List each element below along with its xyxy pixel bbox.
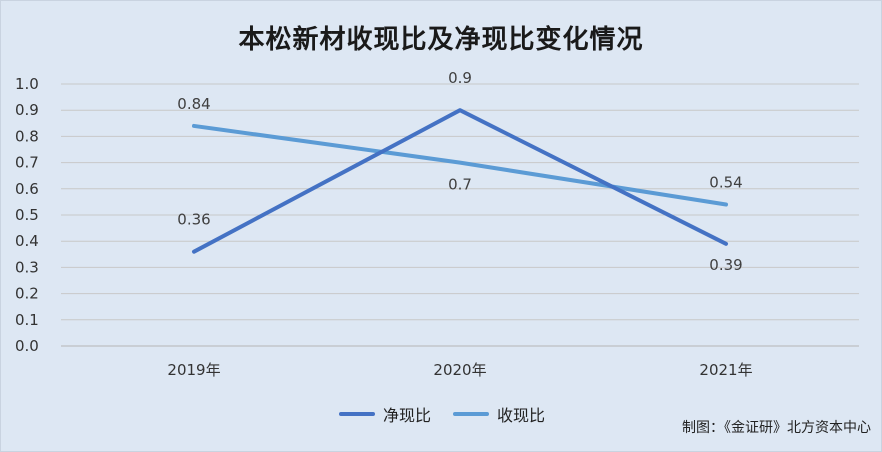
series-line-1 — [192, 123, 728, 207]
data-label: 0.54 — [709, 174, 742, 192]
y-tick-label: 0.7 — [15, 154, 39, 172]
data-label: 0.7 — [448, 176, 472, 194]
y-tick-label: 0.2 — [15, 285, 39, 303]
legend-label-cash-collection-ratio: 收现比 — [497, 406, 546, 425]
legend-swatch-net-cash-ratio — [339, 412, 375, 416]
y-tick-label: 0.6 — [15, 180, 39, 198]
legend-item-net-cash-ratio: 净现比 — [339, 402, 431, 426]
x-tick-label: 2021年 — [699, 361, 752, 379]
legend-item-cash-collection-ratio: 收现比 — [453, 402, 545, 426]
y-tick-label: 1.0 — [15, 75, 39, 93]
y-tick-label: 0.4 — [15, 232, 39, 250]
legend-swatch-cash-collection-ratio — [453, 412, 490, 416]
series-line-0 — [192, 108, 728, 254]
y-tick-label: 0.9 — [15, 101, 39, 119]
y-tick-label: 0.8 — [15, 127, 39, 145]
chart-credit: 制图：《金证研》北方资本中心 — [682, 420, 871, 436]
chart-title: 本松新材收现比及净现比变化情况 — [238, 25, 644, 55]
x-tick-label: 2020年 — [433, 361, 486, 379]
y-tick-label: 0.0 — [15, 337, 39, 355]
data-label: 0.84 — [177, 95, 210, 113]
data-label: 0.36 — [177, 211, 210, 229]
y-tick-label: 0.5 — [15, 206, 39, 224]
x-tick-label: 2019年 — [167, 361, 220, 379]
chart-legend: 净现比 收现比 — [339, 402, 567, 426]
y-tick-label: 0.1 — [15, 311, 39, 329]
y-tick-label: 0.3 — [15, 258, 39, 276]
legend-label-net-cash-ratio: 净现比 — [383, 406, 432, 425]
data-label: 0.9 — [448, 69, 472, 87]
data-label: 0.39 — [709, 256, 742, 274]
